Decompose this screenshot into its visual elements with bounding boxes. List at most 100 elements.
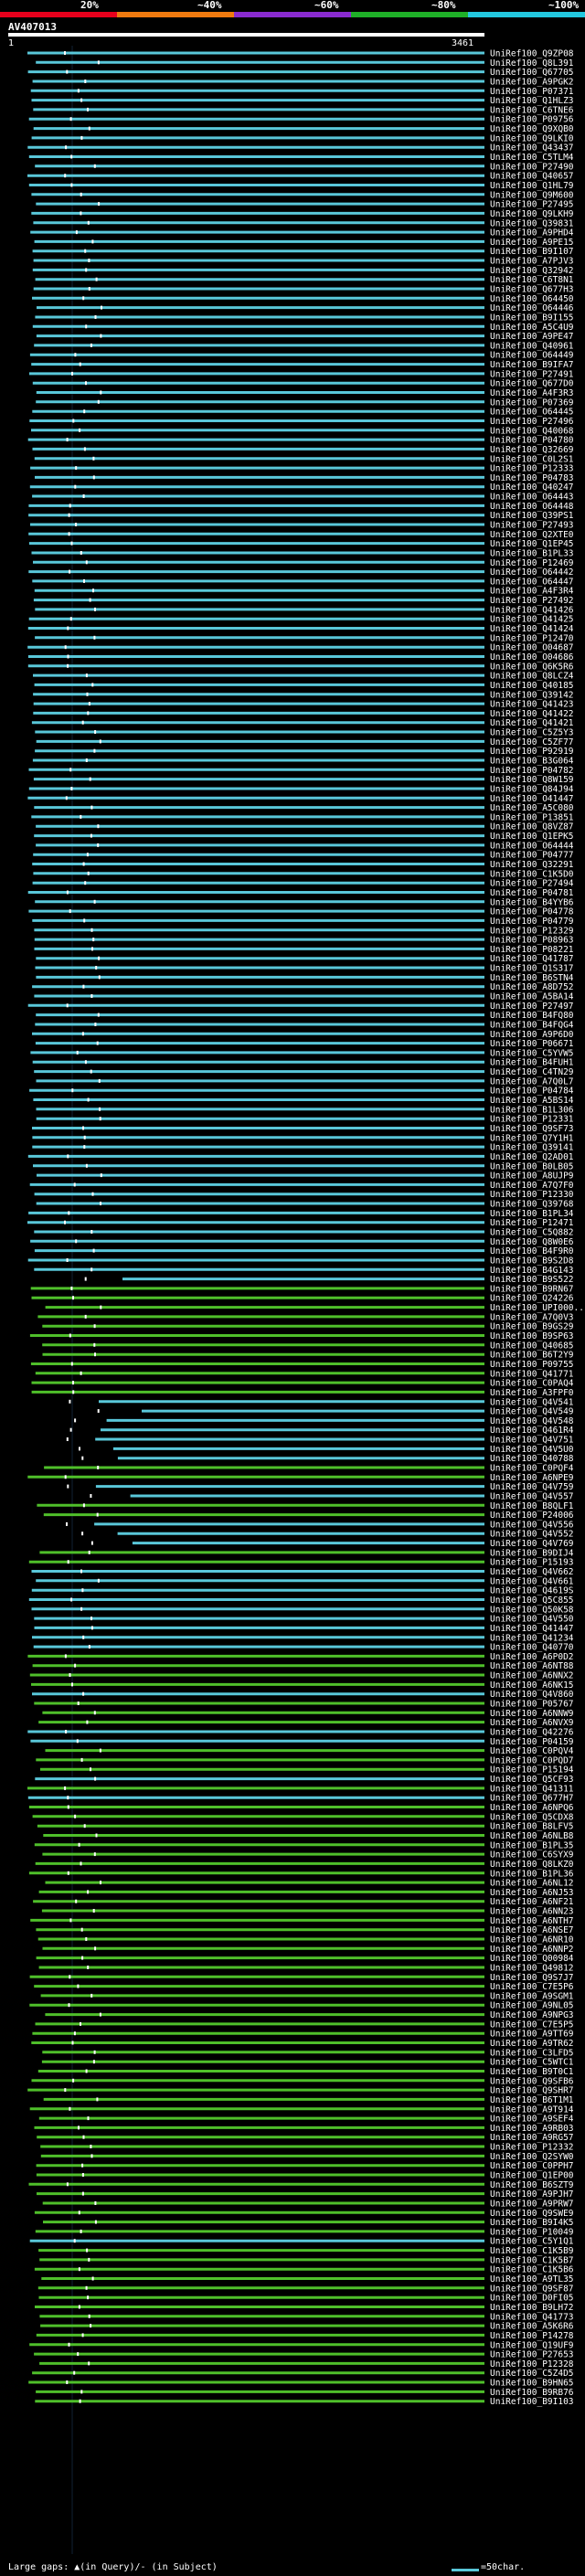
hit-label: UniRef100_Q4V541: [490, 1397, 574, 1407]
gap-marker: [88, 126, 90, 131]
gap-marker: [84, 249, 87, 253]
hit-label: UniRef100_C0PQF4: [490, 1464, 574, 1474]
hit-label: UniRef100_P12470: [490, 633, 574, 643]
gap-marker: [69, 117, 72, 122]
gap-marker: [82, 494, 85, 498]
hit-label: UniRef100_P27492: [490, 596, 574, 606]
hit-label: UniRef100_Q41787: [490, 954, 574, 964]
hit-label: UniRef100_A6NJ53: [490, 1888, 574, 1898]
gap-marker: [97, 60, 100, 65]
hit-label: UniRef100_A7Q7F0: [490, 1181, 574, 1191]
hit-label: UniRef100_Q40788: [490, 1454, 574, 1464]
gap-marker: [81, 1532, 84, 1536]
gap-marker: [90, 2145, 92, 2148]
gap-marker: [90, 1267, 93, 1272]
gap-marker: [81, 720, 84, 725]
hit-label: UniRef100_A9NL05: [490, 2001, 574, 2011]
gap-marker: [92, 2060, 95, 2064]
color-scale-segment: [234, 12, 351, 17]
hit-label: UniRef100_P04159: [490, 1737, 574, 1747]
hit-label: UniRef100_Q1HL79: [490, 181, 574, 191]
gap-marker: [100, 1202, 101, 1205]
hit-label: UniRef100_A5BS14: [490, 1096, 574, 1106]
gap-marker: [99, 2012, 101, 2017]
hit-label: UniRef100_B0LB05: [490, 1161, 574, 1171]
hit-label: UniRef100_Q39141: [490, 1143, 574, 1153]
gap-marker: [87, 871, 90, 875]
gap-marker: [90, 1230, 93, 1234]
gap-marker: [68, 2342, 70, 2347]
hit-label: UniRef100_B8QLF1: [490, 1501, 574, 1511]
hit-label: UniRef100_P15193: [490, 1558, 574, 1568]
hit-label: UniRef100_Q8W159: [490, 775, 574, 785]
gap-marker: [95, 277, 98, 281]
hit-label: UniRef100_A9TR62: [490, 2039, 574, 2049]
gap-marker: [93, 635, 96, 640]
hit-label: UniRef100_A6NR10: [490, 1935, 574, 1945]
hit-label: UniRef100_UPI000...: [490, 1303, 585, 1313]
gap-marker: [98, 1078, 101, 1083]
hit-label: UniRef100_Q7Y1H1: [490, 1133, 574, 1143]
gap-marker: [80, 1371, 82, 1375]
hit-label: UniRef100_P14278: [490, 2331, 574, 2341]
gap-marker: [81, 1588, 84, 1593]
hit-label: UniRef100_Q50K58: [490, 1605, 574, 1615]
gap-marker: [94, 2201, 97, 2205]
gap-marker: [64, 1220, 66, 1224]
hit-label: UniRef100_A6NPE9: [490, 1473, 574, 1483]
gap-marker: [100, 1881, 101, 1885]
hit-label: UniRef100_P04781: [490, 888, 574, 898]
hit-label: UniRef100_Q5CF93: [490, 1775, 574, 1785]
hit-label: UniRef100_A9PE15: [490, 238, 574, 248]
hit-label: UniRef100_Q4V557: [490, 1492, 574, 1502]
hit-label: UniRef100_A7Q0V3: [490, 1312, 574, 1322]
hit-label: UniRef100_A6NTH7: [490, 1916, 574, 1926]
color-scale-label: ~100%: [548, 0, 580, 11]
hit-label: UniRef100_P27495: [490, 200, 574, 210]
hit-label: UniRef100_Q49812: [490, 1964, 574, 1974]
gap-marker: [84, 1314, 87, 1319]
hit-label: UniRef100_Q8LCZ4: [490, 672, 574, 682]
hit-label: UniRef100_P12329: [490, 926, 574, 936]
hit-label: UniRef100_Q41422: [490, 709, 574, 719]
hit-label: UniRef100_Q00984: [490, 1954, 574, 1964]
gap-marker: [98, 202, 101, 207]
hit-label: UniRef100_A8D752: [490, 982, 574, 992]
gap-marker: [73, 2239, 76, 2243]
gap-marker: [66, 2380, 69, 2384]
hit-label: UniRef100_P27494: [490, 879, 574, 889]
gap-marker: [97, 399, 100, 404]
gap-marker: [92, 588, 94, 593]
hit-label: UniRef100_Q41424: [490, 624, 574, 634]
hit-label: UniRef100_P04778: [490, 907, 574, 917]
hit-label: UniRef100_Q677H7: [490, 1794, 574, 1804]
hit-label: UniRef100_A9TL35: [490, 2274, 574, 2284]
gap-marker: [86, 2248, 89, 2253]
gap-marker: [94, 1946, 97, 1951]
hit-label: UniRef100_A5C080: [490, 803, 574, 813]
gap-marker: [73, 2031, 76, 2036]
hit-label: UniRef100_Q4V662: [490, 1567, 574, 1577]
gap-marker: [90, 833, 92, 838]
gap-marker: [67, 1805, 69, 1809]
hit-label: UniRef100_A9RG57: [490, 2133, 574, 2143]
gap-marker: [78, 2210, 80, 2215]
gap-marker: [98, 975, 101, 980]
hit-label: UniRef100_P07369: [490, 398, 574, 408]
gap-marker: [66, 1003, 69, 1008]
hit-label: UniRef100_A6NK15: [490, 1680, 574, 1691]
hit-label: UniRef100_Q32942: [490, 266, 574, 276]
gap-marker: [101, 305, 102, 310]
gap-marker: [65, 145, 68, 150]
gap-marker: [81, 2173, 84, 2177]
gap-marker: [66, 2182, 69, 2187]
gap-marker: [83, 1145, 86, 1150]
hit-label: UniRef100_Q40185: [490, 681, 574, 691]
gap-marker: [80, 1569, 82, 1574]
gap-marker: [71, 2041, 74, 2045]
gap-marker: [90, 1069, 92, 1074]
gap-marker: [88, 1550, 90, 1554]
gap-marker: [90, 343, 92, 347]
gap-marker: [82, 1691, 85, 1696]
hit-label: UniRef100_B9HN65: [490, 2379, 574, 2389]
